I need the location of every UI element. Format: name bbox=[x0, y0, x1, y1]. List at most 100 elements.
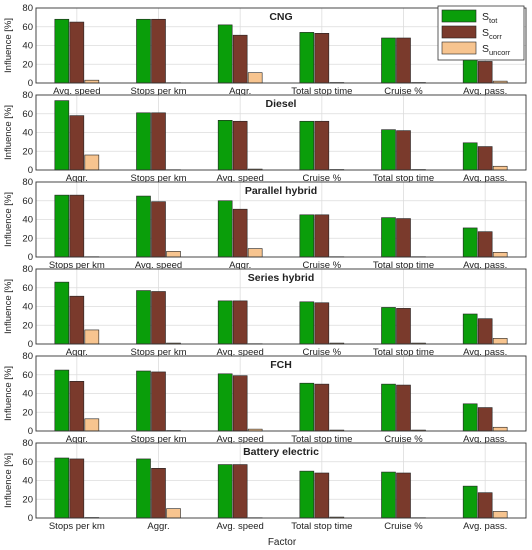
bar-s-tot bbox=[54, 100, 70, 171]
y-tick-label: 0 bbox=[28, 513, 33, 524]
category-label: Stops per km bbox=[131, 347, 187, 358]
category-label: Aggr. bbox=[66, 173, 88, 184]
bar-s-uncorr bbox=[492, 338, 508, 345]
y-tick-label: 60 bbox=[22, 22, 33, 33]
bar-s-tot bbox=[217, 24, 233, 84]
bar-s-corr bbox=[314, 120, 330, 171]
y-tick-label: 60 bbox=[22, 109, 33, 120]
bar-s-corr bbox=[396, 384, 411, 432]
y-tick-label: 0 bbox=[28, 339, 33, 350]
bar-s-tot bbox=[462, 142, 478, 171]
panel-title: Series hybrid bbox=[248, 272, 315, 284]
bar-s-tot bbox=[381, 383, 396, 432]
y-tick-label: 20 bbox=[22, 233, 33, 244]
panel-title: FCH bbox=[270, 359, 292, 371]
y-tick-label: 80 bbox=[22, 351, 33, 362]
category-label: Avg. pass. bbox=[463, 347, 507, 358]
category-label: Avg. speed bbox=[135, 260, 182, 271]
bar-s-uncorr bbox=[492, 252, 508, 258]
axes-box bbox=[35, 7, 527, 84]
panel-title: CNG bbox=[269, 11, 292, 23]
bar-s-corr bbox=[314, 33, 330, 84]
panels: 0 20 40 60 80 Avg. speed Stops per km Aggr. Tota… bbox=[3, 3, 527, 532]
category-label: Aggr. bbox=[66, 434, 88, 445]
panel-1: 0 20 40 60 80 Aggr. Stops per km Avg. speed Crui… bbox=[3, 90, 527, 184]
y-tick-label: 20 bbox=[22, 146, 33, 157]
y-tick-label: 0 bbox=[28, 78, 33, 89]
bar-s-tot bbox=[381, 307, 396, 345]
category-label: Avg. speed bbox=[216, 521, 263, 532]
bar-s-tot bbox=[136, 112, 151, 171]
y-tick-label: 20 bbox=[22, 59, 33, 70]
category-label: Avg. speed bbox=[216, 173, 263, 184]
bar-s-uncorr bbox=[84, 154, 100, 171]
y-tick-label: 20 bbox=[22, 494, 33, 505]
category-label: Aggr. bbox=[147, 521, 169, 532]
y-tick-label: 0 bbox=[28, 426, 33, 437]
bar-s-tot bbox=[217, 300, 233, 345]
y-tick-label: 60 bbox=[22, 370, 33, 381]
y-tick-label: 40 bbox=[22, 476, 33, 487]
category-label: Avg. speed bbox=[216, 434, 263, 445]
category-label: Aggr. bbox=[229, 260, 251, 271]
bar-s-corr bbox=[314, 214, 330, 258]
bar-s-corr bbox=[151, 201, 166, 258]
y-axis-label: Influence [%] bbox=[3, 366, 14, 421]
bar-s-uncorr bbox=[492, 426, 508, 432]
y-tick-label: 80 bbox=[22, 90, 33, 101]
bar-s-tot bbox=[136, 290, 151, 345]
category-label: Stops per km bbox=[49, 521, 105, 532]
panel-title: Parallel hybrid bbox=[245, 185, 317, 197]
category-label: Avg. pass. bbox=[463, 521, 507, 532]
legend-swatch-uncorr bbox=[441, 41, 477, 55]
bar-s-corr bbox=[232, 120, 248, 171]
category-label: Cruise % bbox=[303, 347, 342, 358]
bar-s-uncorr bbox=[247, 248, 263, 258]
bar-s-tot bbox=[381, 471, 396, 519]
category-label: Aggr. bbox=[229, 86, 251, 97]
bar-s-corr bbox=[396, 308, 411, 345]
category-label: Avg. pass. bbox=[463, 173, 507, 184]
y-tick-label: 40 bbox=[22, 302, 33, 313]
bar-s-tot bbox=[217, 120, 233, 171]
bar-s-uncorr bbox=[492, 165, 508, 171]
category-label: Cruise % bbox=[303, 260, 342, 271]
bar-s-corr bbox=[396, 130, 411, 171]
y-tick-label: 0 bbox=[28, 252, 33, 263]
y-tick-label: 80 bbox=[22, 438, 33, 449]
bar-s-tot bbox=[381, 37, 396, 84]
panel-title: Diesel bbox=[266, 98, 297, 110]
bar-s-corr bbox=[69, 295, 85, 345]
category-label: Total stop time bbox=[291, 521, 352, 532]
bar-s-tot bbox=[299, 301, 315, 345]
bar-s-uncorr bbox=[84, 418, 100, 432]
axes-box bbox=[35, 355, 527, 432]
bar-s-uncorr bbox=[247, 72, 263, 84]
bar-s-corr bbox=[151, 291, 166, 345]
bar-s-corr bbox=[232, 464, 248, 519]
bar-s-corr bbox=[232, 375, 248, 432]
bar-s-tot bbox=[54, 18, 70, 84]
bar-s-corr bbox=[396, 472, 411, 519]
legend-swatch-tot bbox=[441, 9, 477, 23]
panel-4: 0 20 40 60 80 Aggr. Stops per km Avg. speed Tota… bbox=[3, 351, 527, 445]
y-tick-label: 80 bbox=[22, 264, 33, 275]
bar-s-tot bbox=[136, 195, 151, 258]
bar-s-tot bbox=[299, 32, 315, 84]
bar-s-corr bbox=[151, 371, 166, 432]
axes-box bbox=[35, 442, 527, 519]
bar-s-uncorr bbox=[166, 251, 181, 258]
bar-s-corr bbox=[69, 381, 85, 432]
bar-s-corr bbox=[477, 61, 493, 84]
bar-s-tot bbox=[381, 217, 396, 258]
bar-s-corr bbox=[151, 112, 166, 171]
y-axis-label: Influence [%] bbox=[3, 453, 14, 508]
y-tick-label: 20 bbox=[22, 320, 33, 331]
bar-s-tot bbox=[462, 403, 478, 432]
bar-s-tot bbox=[54, 194, 70, 258]
y-tick-label: 80 bbox=[22, 177, 33, 188]
bar-s-corr bbox=[232, 300, 248, 345]
y-tick-label: 40 bbox=[22, 128, 33, 139]
legend-label-tot: Stot bbox=[482, 11, 498, 25]
